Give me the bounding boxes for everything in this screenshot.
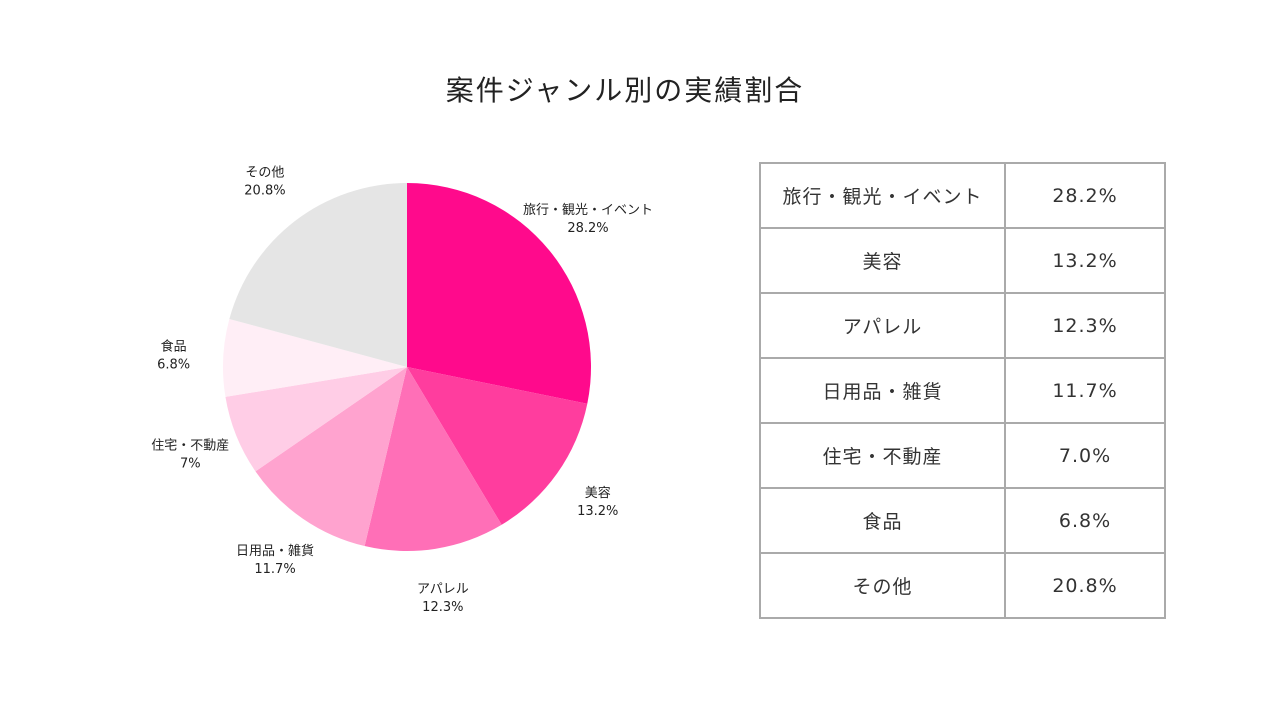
pie-slice <box>407 183 591 404</box>
slice-label: 美容 13.2% <box>577 484 618 518</box>
slice-value: 13.2% <box>577 503 618 518</box>
genre-cell: 美容 <box>759 227 1006 294</box>
slice-category: 美容 <box>585 484 611 500</box>
pie-slice <box>229 183 407 367</box>
slice-category: アパレル <box>417 581 469 596</box>
table-row: その他 20.8% <box>759 552 1166 619</box>
slice-category: その他 <box>245 165 284 180</box>
slice-category: 旅行・観光・イベント <box>523 203 653 218</box>
percent-cell: 20.8% <box>1004 552 1166 619</box>
percent-cell: 13.2% <box>1004 227 1166 294</box>
genre-cell: 旅行・観光・イベント <box>759 162 1006 229</box>
pie-slice <box>255 367 407 547</box>
table-row: 旅行・観光・イベント 28.2% <box>759 162 1166 229</box>
pie-slice <box>222 319 407 397</box>
slice-value: 12.3% <box>422 599 463 614</box>
slice-value: 7% <box>180 456 201 471</box>
pie-slice <box>225 367 407 472</box>
data-table: 旅行・観光・イベント 28.2% 美容 13.2% アパレル 12.3% 日用品・雑貨 11.… <box>759 162 1166 619</box>
percent-cell: 11.7% <box>1004 357 1166 424</box>
slice-label: 旅行・観光・イベント 28.2% <box>523 203 653 236</box>
genre-cell: その他 <box>759 552 1006 619</box>
percent-cell: 7.0% <box>1004 422 1166 489</box>
table-row: 美容 13.2% <box>759 227 1166 294</box>
table-row: 住宅・不動産 7.0% <box>759 422 1166 489</box>
slice-category: 住宅・不動産 <box>151 437 229 453</box>
percent-cell: 12.3% <box>1004 292 1166 359</box>
genre-cell: 食品 <box>759 487 1006 554</box>
slice-category: 日用品・雑貨 <box>236 542 314 558</box>
slice-value: 11.7% <box>254 561 295 576</box>
slice-value: 20.8% <box>244 183 285 198</box>
slice-label: 住宅・不動産 7% <box>151 437 229 471</box>
pie-slice <box>364 367 502 551</box>
chart-title: 案件ジャンル別の実績割合 <box>446 74 805 107</box>
slice-label: 食品 6.8% <box>157 338 190 372</box>
slice-label: アパレル 12.3% <box>417 581 469 614</box>
table-row: アパレル 12.3% <box>759 292 1166 359</box>
slice-category: 食品 <box>161 338 187 354</box>
table-row: 食品 6.8% <box>759 487 1166 554</box>
genre-cell: 住宅・不動産 <box>759 422 1006 489</box>
genre-cell: アパレル <box>759 292 1006 359</box>
percent-cell: 28.2% <box>1004 162 1166 229</box>
slice-value: 6.8% <box>157 357 190 372</box>
slice-label: その他 20.8% <box>244 165 285 198</box>
table-row: 日用品・雑貨 11.7% <box>759 357 1166 424</box>
genre-cell: 日用品・雑貨 <box>759 357 1006 424</box>
slice-label: 日用品・雑貨 11.7% <box>236 542 314 576</box>
pie-slice <box>407 367 588 525</box>
slice-value: 28.2% <box>567 221 608 236</box>
percent-cell: 6.8% <box>1004 487 1166 554</box>
